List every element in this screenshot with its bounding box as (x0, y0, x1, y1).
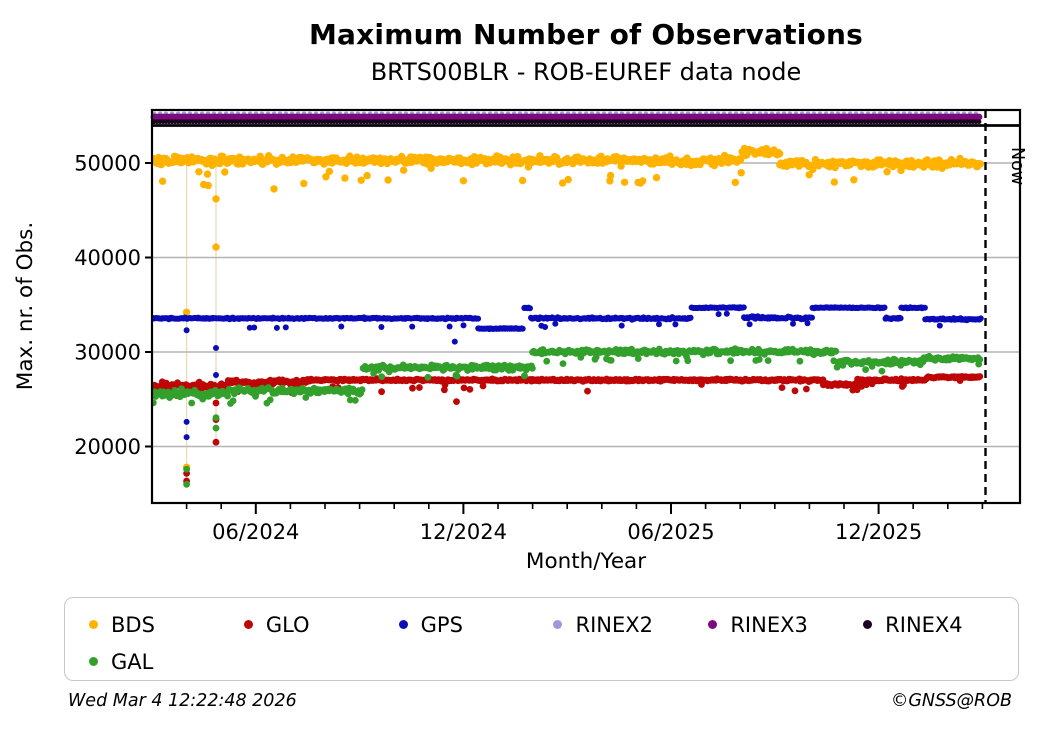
y-tick-label: 50000 (74, 152, 141, 176)
legend-marker-icon (89, 620, 98, 629)
outlier-point (183, 434, 190, 441)
y-axis-label: Max. nr. of Obs. (13, 222, 38, 390)
now-label: Now (1007, 147, 1027, 185)
outlier-point (183, 465, 191, 473)
legend-item-rinex4: RINEX4 (863, 606, 1018, 643)
axis-ticks (145, 162, 984, 514)
page-subtitle: BRTS00BLR - ROB-EUREF data node (370, 58, 802, 86)
legend-label: RINEX3 (730, 612, 808, 637)
outlier-point (183, 418, 190, 425)
legend-item-rinex2: RINEX2 (553, 606, 708, 643)
y-tick-label: 40000 (74, 246, 141, 270)
chart: 06/2024 12/2024 06/2025 12/2025 20000 30000 40… (13, 108, 1027, 574)
axis-tick-labels: 06/2024 12/2024 06/2025 12/2025 20000 30000 40… (74, 152, 922, 545)
band-rinex4 (151, 119, 982, 125)
legend-label: RINEX2 (575, 612, 653, 637)
legend-item-rinex3: RINEX3 (708, 606, 863, 643)
legend-label: GLO (265, 612, 310, 637)
outlier-point (212, 438, 220, 446)
legend: BDS GLO GPS RINEX2 RINEX3 RINEX4 GAL (64, 597, 1019, 681)
page-title: Maximum Number of Observations (308, 18, 864, 51)
series-gal (152, 345, 984, 488)
legend-label: BDS (111, 612, 155, 637)
band-rinex3 (150, 113, 983, 121)
outlier-point (451, 338, 458, 345)
legend-marker-icon (708, 620, 718, 629)
legend-marker-icon (553, 620, 563, 629)
legend-marker-icon (243, 620, 253, 629)
x-tick-label: 06/2024 (212, 520, 299, 544)
x-tick-label: 12/2025 (835, 520, 922, 544)
outlier-point (212, 243, 220, 251)
legend-marker-icon (398, 620, 408, 629)
y-tick-label: 30000 (74, 341, 141, 365)
outlier-point (441, 386, 448, 394)
legend-item-gal: GAL (89, 643, 244, 680)
outlier-point (453, 398, 460, 405)
series-glo (152, 373, 984, 485)
plot-timestamp: Wed Mar 4 12:22:48 2026 (68, 691, 297, 711)
legend-item-glo: GLO (243, 606, 399, 643)
outlier-point (182, 308, 191, 316)
plot-frame (150, 108, 1022, 505)
gridlines (152, 162, 1020, 448)
outlier-point (212, 399, 220, 407)
x-tick-label: 06/2025 (627, 520, 714, 544)
legend-item-bds: BDS (89, 606, 244, 643)
outlier-point (213, 345, 219, 351)
copyright: ©GNSS@ROB (890, 691, 1012, 711)
outlier-point (212, 414, 220, 422)
series-gps (152, 304, 984, 441)
x-axis-label: Month/Year (526, 549, 646, 574)
x-tick-label: 12/2024 (420, 520, 507, 544)
series-bds (152, 144, 984, 471)
legend-marker-icon (89, 657, 98, 666)
rinex-availability-strip (150, 111, 983, 125)
legend-item-gps: GPS (398, 606, 554, 643)
legend-label: RINEX4 (885, 612, 963, 637)
outlier-point (212, 195, 220, 203)
outlier-point (183, 327, 190, 334)
y-tick-label: 20000 (74, 435, 141, 459)
outlier-point (212, 424, 220, 432)
legend-marker-icon (863, 620, 873, 629)
legend-label: GAL (111, 649, 154, 674)
outlier-point (213, 372, 219, 378)
legend-label: GPS (420, 612, 463, 637)
outlier-point (183, 480, 191, 488)
